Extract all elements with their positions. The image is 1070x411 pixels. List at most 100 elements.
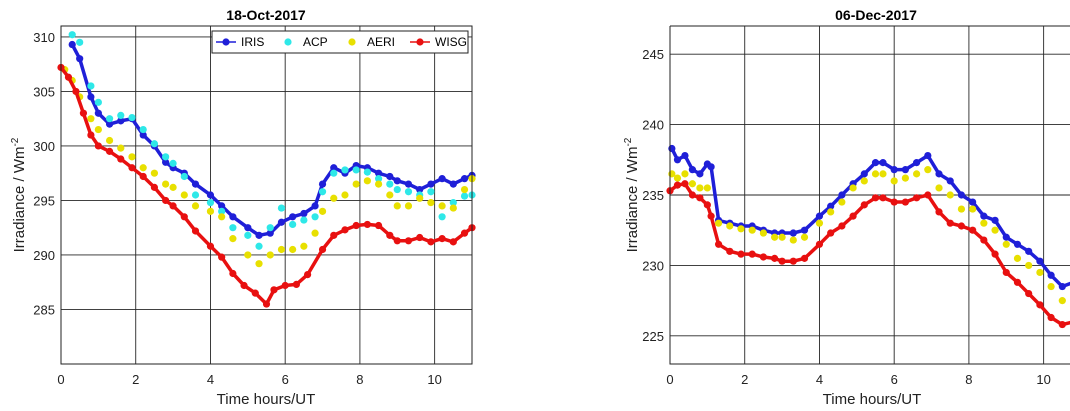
data-point	[901, 166, 909, 174]
data-point	[363, 168, 371, 176]
series-aeri	[668, 166, 1066, 305]
y-tick-label: 230	[642, 258, 664, 273]
data-point	[969, 205, 977, 213]
y-tick-label: 240	[642, 118, 664, 133]
data-point	[737, 225, 745, 233]
data-point	[696, 194, 704, 202]
data-point	[87, 115, 95, 123]
chart-title: 18-Oct-2017	[226, 7, 306, 23]
data-point	[1013, 278, 1022, 286]
data-point	[969, 226, 977, 234]
data-point	[330, 164, 338, 172]
data-point	[935, 184, 943, 192]
legend-box	[211, 30, 469, 54]
data-point	[460, 185, 469, 194]
data-point	[162, 158, 170, 166]
data-point	[105, 136, 114, 145]
data-point	[162, 153, 170, 161]
data-point	[714, 219, 723, 227]
data-point	[460, 192, 469, 200]
data-point	[94, 98, 102, 106]
data-point	[300, 216, 308, 224]
data-point	[206, 191, 215, 199]
data-point	[262, 300, 271, 308]
data-point	[277, 245, 286, 254]
x-tick-label: 4	[207, 372, 214, 387]
data-point	[696, 170, 704, 178]
series-acp	[68, 31, 476, 250]
data-point	[871, 194, 880, 202]
series-layer	[57, 31, 476, 308]
y-axis-label-text: Irradiance / Wm	[11, 147, 28, 253]
data-point	[901, 198, 909, 206]
data-point	[860, 201, 868, 209]
data-point	[778, 233, 786, 241]
data-point	[924, 166, 932, 174]
data-point	[957, 205, 966, 213]
y-tick-label: 245	[642, 47, 664, 62]
x-tick-label: 6	[282, 372, 289, 387]
data-point	[139, 172, 147, 181]
data-point	[270, 286, 278, 294]
data-point	[386, 191, 394, 199]
data-point	[105, 147, 114, 155]
data-point	[991, 250, 999, 258]
axes-box	[60, 25, 473, 365]
data-point	[1025, 247, 1033, 255]
data-point	[374, 169, 383, 177]
data-point	[827, 229, 835, 237]
data-point	[191, 180, 200, 188]
data-point	[117, 144, 125, 152]
data-point	[191, 227, 200, 235]
data-point	[946, 219, 954, 227]
data-point	[300, 242, 308, 250]
data-point	[318, 180, 327, 188]
data-point	[393, 237, 401, 245]
data-point	[1036, 301, 1044, 309]
x-tick-label: 6	[891, 372, 898, 387]
data-point	[1013, 254, 1022, 262]
data-point	[393, 202, 401, 210]
data-point	[180, 191, 188, 199]
data-point	[1002, 268, 1010, 277]
y-tick-label: 305	[33, 84, 55, 99]
data-point	[128, 153, 136, 161]
data-point	[946, 191, 954, 199]
series-wisg	[666, 180, 1070, 329]
data-point	[64, 73, 73, 81]
data-point	[266, 224, 274, 232]
legend-item-iris: IRIS	[216, 35, 264, 49]
data-point	[1047, 282, 1055, 291]
data-point	[150, 183, 159, 191]
data-point	[330, 194, 338, 202]
data-point	[890, 198, 898, 206]
data-point	[789, 229, 797, 237]
data-point	[707, 163, 715, 171]
data-point	[117, 117, 125, 125]
data-point	[72, 87, 80, 96]
data-point	[169, 159, 177, 167]
data-point	[759, 229, 768, 237]
data-point	[139, 164, 147, 172]
axes-box	[669, 25, 1070, 365]
x-tick-label: 8	[356, 372, 363, 387]
y-axis-label: Irradiance / Wm-2	[10, 137, 28, 252]
data-point	[341, 191, 349, 199]
data-point	[292, 280, 300, 289]
data-point	[304, 270, 312, 279]
data-point	[871, 159, 880, 167]
legend-item-acp: ACP	[284, 35, 328, 49]
data-point	[827, 202, 835, 210]
data-point	[180, 172, 188, 181]
data-point	[1002, 240, 1010, 248]
x-tick-label: 4	[816, 372, 823, 387]
legend-item-wisg: WISG	[410, 35, 467, 49]
data-point	[789, 257, 797, 265]
x-tick-label: 0	[666, 372, 673, 387]
data-point	[991, 226, 999, 234]
y-axis-label-exponent: -2	[623, 137, 634, 146]
data-point	[404, 188, 413, 196]
data-point	[87, 82, 95, 90]
data-point	[386, 231, 394, 239]
data-point	[427, 199, 435, 207]
